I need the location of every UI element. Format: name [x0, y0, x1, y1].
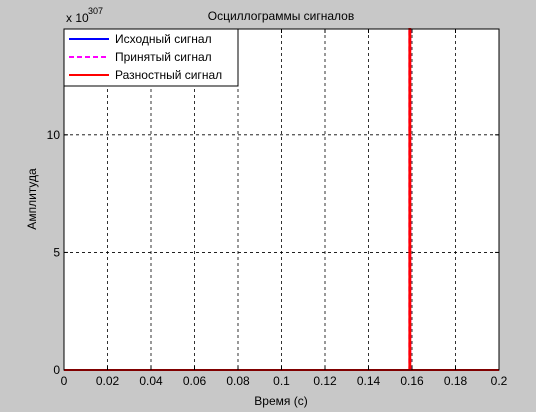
x-tick-label: 0.12 [313, 374, 337, 388]
x-tick-label: 0.16 [400, 374, 424, 388]
chart-title: Осциллограммы сигналов [208, 9, 354, 23]
y-axis-label: Амплитуда [25, 168, 39, 230]
legend: Исходный сигнал Принятый сигнал Разностн… [63, 28, 239, 87]
y-multiplier-exponent: 307 [88, 6, 103, 16]
legend-label-difference: Разностный сигнал [115, 68, 222, 82]
grid [64, 29, 499, 370]
y-tick-label: 10 [47, 128, 61, 142]
x-tick-label: 0.2 [491, 374, 508, 388]
x-tick-label: 0.02 [96, 374, 120, 388]
x-tick-label: 0 [61, 374, 68, 388]
legend-label-received: Принятый сигнал [115, 50, 212, 64]
axis-ticks: 0 0.02 0.04 0.06 0.08 0.1 0.12 0.14 0.16 0.18 0.2 0… [47, 29, 508, 388]
x-tick-label: 0.14 [357, 374, 381, 388]
y-tick-label: 5 [53, 245, 60, 259]
x-tick-label: 0.06 [183, 374, 207, 388]
y-tick-label: 0 [53, 363, 60, 377]
x-tick-label: 0.04 [139, 374, 163, 388]
y-multiplier-base: x 10 [66, 11, 89, 25]
x-tick-label: 0.18 [444, 374, 468, 388]
legend-label-original: Исходный сигнал [115, 32, 212, 46]
x-tick-label: 0.1 [273, 374, 290, 388]
x-axis-label: Время (с) [254, 394, 307, 408]
x-tick-label: 0.08 [226, 374, 250, 388]
